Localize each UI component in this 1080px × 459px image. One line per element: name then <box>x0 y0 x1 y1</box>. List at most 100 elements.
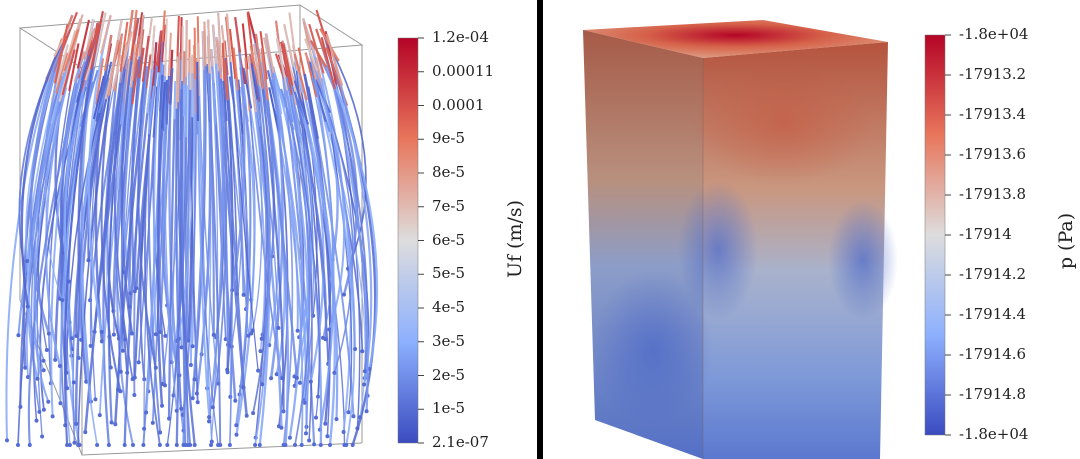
streamline-segment <box>201 31 206 70</box>
streamline-arrowhead <box>150 420 155 425</box>
streamline-segment <box>211 66 216 125</box>
streamline-arrowhead <box>93 397 98 402</box>
streamline <box>33 24 69 361</box>
streamline <box>120 18 140 334</box>
streamline-arrowhead <box>163 383 167 388</box>
streamline <box>50 19 90 417</box>
streamline-arrowhead <box>111 332 116 337</box>
streamline-segment <box>237 79 244 135</box>
streamline-segment <box>253 44 262 87</box>
streamline-segment <box>169 68 174 105</box>
streamline-arrowhead <box>350 443 355 447</box>
colorbar-tick-label: -17914.2 <box>959 265 1027 283</box>
streamline-arrowhead <box>295 328 300 333</box>
streamline-segment <box>280 41 293 96</box>
colorbar-tick-label: -17914.6 <box>959 345 1027 363</box>
streamline-segment <box>63 29 80 72</box>
streamline-arrowhead <box>158 430 163 435</box>
streamline-segment <box>217 71 223 120</box>
streamline-segment <box>100 15 112 54</box>
streamline-segment <box>152 86 158 138</box>
streamline-segment <box>304 38 318 71</box>
streamline-arrowhead <box>299 443 304 447</box>
streamline-arrowhead <box>259 336 264 341</box>
streamline-arrowhead <box>88 343 93 348</box>
streamline-arrowhead <box>210 405 215 410</box>
streamline-segment <box>265 33 275 74</box>
streamline-segment <box>254 33 264 89</box>
streamline-segment <box>320 37 336 90</box>
streamline-arrowhead <box>37 409 42 414</box>
streamline-segment <box>111 54 123 90</box>
streamline-segment <box>82 27 96 60</box>
streamline-arrowhead <box>144 410 149 415</box>
streamline-segment <box>315 9 330 50</box>
streamline-segment <box>155 30 163 66</box>
streamline-segment <box>220 25 227 59</box>
streamline-arrowhead <box>332 370 337 375</box>
streamline-segment <box>232 47 240 91</box>
streamline-segment <box>285 77 299 134</box>
streamline-arrowhead <box>246 333 251 338</box>
streamline <box>309 62 356 446</box>
streamline <box>308 23 346 330</box>
streamline-arrowhead <box>209 443 213 447</box>
streamline <box>242 67 266 352</box>
streamline-arrowhead <box>16 333 21 338</box>
streamline <box>250 63 280 329</box>
streamline <box>151 75 170 423</box>
streamline-segment <box>141 35 150 82</box>
streamline-segment <box>282 43 294 86</box>
streamline-arrowhead <box>362 382 367 387</box>
streamline-arrowhead <box>69 336 74 341</box>
streamline-segment <box>146 68 154 114</box>
colorbar-tick-label: 9e-5 <box>432 129 466 148</box>
streamline-segment <box>123 55 132 114</box>
streamline-segment <box>222 81 228 122</box>
streamline-segment <box>175 56 179 109</box>
streamline <box>5 38 63 441</box>
streamline <box>163 18 178 411</box>
streamline <box>20 24 72 307</box>
streamline <box>282 42 328 340</box>
streamline-segment <box>229 28 237 79</box>
streamline-arrowhead <box>304 431 308 436</box>
streamline <box>27 83 79 446</box>
streamline-arrowhead <box>190 396 195 401</box>
streamline <box>113 31 134 380</box>
streamline-arrowhead <box>281 409 286 414</box>
streamline-segment <box>193 27 197 80</box>
streamline-segment <box>138 15 145 57</box>
streamline <box>177 52 196 446</box>
streamline-arrowhead <box>109 420 114 425</box>
streamline-arrowhead <box>357 415 362 420</box>
streamline <box>293 80 336 446</box>
streamline-segment <box>55 52 69 94</box>
streamline <box>216 40 245 388</box>
colorbar-tick-label: 1e-5 <box>432 399 466 418</box>
streamline-arrowhead <box>211 332 216 337</box>
streamline <box>285 77 320 418</box>
streamline-arrowhead <box>58 401 63 406</box>
streamline <box>304 38 356 350</box>
streamline-arrowhead <box>130 377 135 382</box>
streamline-segment <box>92 12 107 67</box>
streamline-segment <box>303 73 315 119</box>
streamline-arrowhead <box>318 443 323 447</box>
streamline-segment <box>165 75 170 125</box>
streamline <box>222 81 233 446</box>
streamline-arrowhead <box>233 398 238 403</box>
streamline-arrowhead <box>165 443 170 447</box>
streamline-arrowhead <box>195 400 200 405</box>
streamline-arrowhead <box>234 423 239 428</box>
streamline-segment <box>61 49 76 96</box>
streamline-segment <box>95 58 104 105</box>
streamline-segment <box>150 25 156 72</box>
colorbar-tick-label: -17914.4 <box>959 305 1027 323</box>
streamline-arrowhead <box>53 357 58 362</box>
streamline <box>45 49 76 367</box>
streamline-arrowhead <box>125 370 130 375</box>
streamline-segment <box>181 26 184 82</box>
colorbar-tick-label: -17913.2 <box>959 65 1027 83</box>
streamline <box>282 43 310 434</box>
